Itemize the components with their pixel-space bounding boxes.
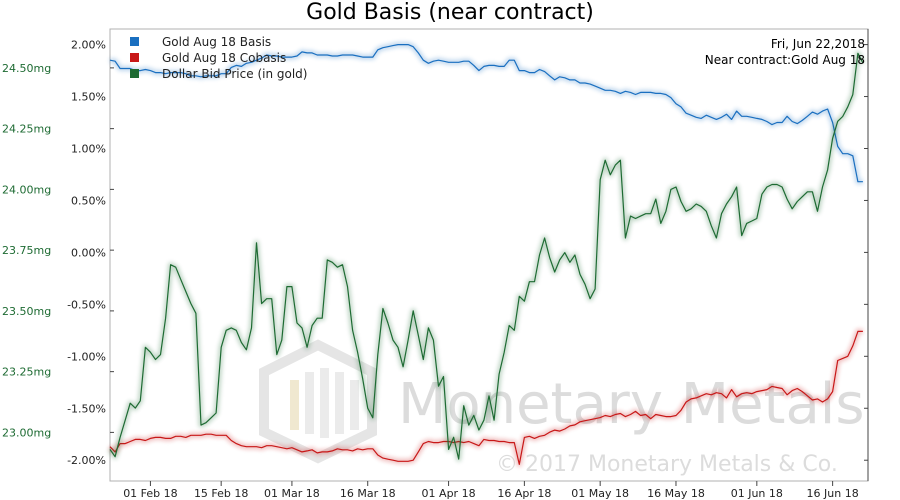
chart-title: Gold Basis (near contract) <box>306 0 594 25</box>
legend-swatch-dollar <box>130 69 139 78</box>
legend-label-cobasis: Gold Aug 18 Cobasis <box>162 51 286 65</box>
legend-swatch-basis <box>130 37 139 46</box>
series-line-basis <box>109 44 863 183</box>
legend-label-basis: Gold Aug 18 Basis <box>162 35 271 49</box>
watermark-copyright: © 2017 Monetary Metals & Co. <box>496 452 838 477</box>
left-tick-label: 23.75mg <box>2 244 51 257</box>
legend: Gold Aug 18 Basis Gold Aug 18 Cobasis Do… <box>130 35 307 81</box>
right-tick-label: 2.00% <box>71 39 106 52</box>
legend-swatch-cobasis <box>130 53 139 62</box>
left-y-axis: 24.50mg 24.25mg 24.00mg 23.75mg 23.50mg 23.25… <box>2 62 114 439</box>
right-tick-label: 0.00% <box>71 246 106 259</box>
series-line-cobasis <box>109 330 863 465</box>
x-axis: 01 Feb 18 15 Feb 18 01 Mar 18 16 Mar 18 01 A… <box>123 481 859 500</box>
left-tick-label: 24.25mg <box>2 123 51 136</box>
series-layer <box>107 42 866 467</box>
watermark: Monetary Metals © 2017 Monetary Metals &… <box>259 339 865 477</box>
legend-label-dollar: Dollar Bid Price (in gold) <box>162 67 307 81</box>
series-line-dollar-bid-price <box>109 52 864 460</box>
left-tick-label: 23.00mg <box>2 426 51 439</box>
x-tick-label: 01 Jun 18 <box>731 487 783 500</box>
right-tick-label: -1.00% <box>67 350 106 363</box>
right-tick-label: 0.50% <box>71 194 106 207</box>
x-tick-label: 16 May 18 <box>647 487 705 500</box>
right-tick-label: -1.50% <box>67 402 106 415</box>
right-tick-label: 1.50% <box>71 91 106 104</box>
x-tick-label: 16 Apr 18 <box>497 487 551 500</box>
left-tick-label: 24.00mg <box>2 183 51 196</box>
x-tick-label: 16 Jun 18 <box>807 487 859 500</box>
right-tick-label: -0.50% <box>67 298 106 311</box>
x-tick-label: 01 Apr 18 <box>422 487 476 500</box>
right-y-axis: 2.00% 1.50% 1.00% 0.50% 0.00% -0.50% -1.00% -1.… <box>67 39 868 467</box>
right-tick-label: -2.00% <box>67 454 106 467</box>
left-tick-label: 23.50mg <box>2 305 51 318</box>
info-contract: Near contract:Gold Aug 18 <box>705 53 865 67</box>
x-tick-label: 15 Feb 18 <box>194 487 248 500</box>
x-tick-label: 16 Mar 18 <box>340 487 396 500</box>
watermark-logo-icon <box>259 339 377 464</box>
left-tick-label: 24.50mg <box>2 62 51 75</box>
x-tick-label: 01 May 18 <box>571 487 629 500</box>
right-tick-label: 1.00% <box>71 142 106 155</box>
x-tick-label: 01 Feb 18 <box>123 487 177 500</box>
x-tick-label: 01 Mar 18 <box>264 487 320 500</box>
info-date: Fri, Jun 22,2018 <box>771 37 865 51</box>
left-tick-label: 23.25mg <box>2 366 51 379</box>
